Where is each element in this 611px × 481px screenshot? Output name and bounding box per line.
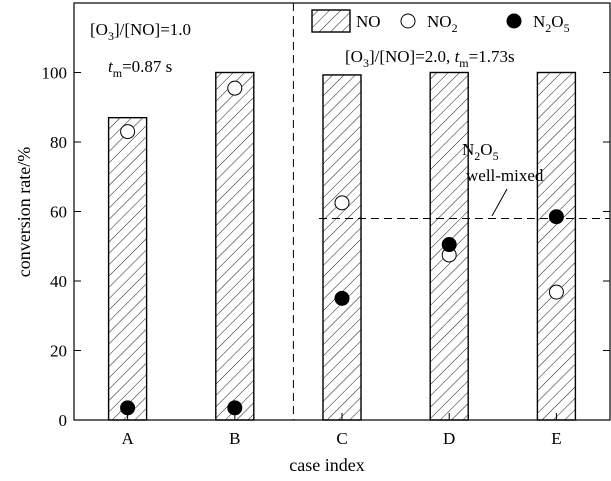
legend-no-swatch <box>311 9 351 33</box>
n2o5-well-mixed-leader <box>491 188 508 217</box>
y-tick-label-60: 60 <box>50 203 67 222</box>
no2-point-a <box>120 124 136 140</box>
y-tick-label-100: 100 <box>42 64 68 83</box>
no2-point-c <box>334 195 350 211</box>
n2o5-well-mixed-label-line2: well-mixed <box>466 166 544 185</box>
left-time-annotation: tm=0.87 s <box>108 57 172 80</box>
legend: NO NO2 N2O5 <box>311 9 570 35</box>
no2-point-e <box>548 284 564 300</box>
legend-no2-marker <box>400 13 416 29</box>
right-ratio-time-annotation: [O3]/[NO]=2.0, tm=1.73s <box>345 47 515 70</box>
n2o5-point-e <box>548 209 564 225</box>
n2o5-well-mixed-label-line1: N2O5 <box>462 140 499 163</box>
n2o5-point-a <box>120 400 136 416</box>
x-axis-ticks: A B C D E <box>121 413 562 448</box>
legend-n2o5-label: N2O5 <box>533 12 570 35</box>
no-bar-a <box>107 116 148 421</box>
y-tick-label-80: 80 <box>50 133 67 152</box>
x-tick-label-e: E <box>551 429 561 448</box>
no-bar-c <box>322 74 362 421</box>
x-tick-label-d: D <box>443 429 455 448</box>
n2o5-point-c <box>334 290 350 306</box>
legend-no2-label: NO2 <box>427 12 458 35</box>
y-axis-title: conversion rate/% <box>14 147 34 277</box>
y-tick-label-20: 20 <box>50 342 67 361</box>
x-axis-title: case index <box>289 455 364 475</box>
no-bar-e <box>536 71 577 421</box>
x-tick-label-a: A <box>121 429 134 448</box>
no2-point-b <box>227 80 243 96</box>
left-ratio-annotation: [O3]/[NO]=1.0 <box>90 20 191 43</box>
legend-n2o5-marker <box>506 13 522 29</box>
y-tick-label-0: 0 <box>59 411 68 430</box>
legend-no-label: NO <box>356 12 381 31</box>
no-bar-b <box>215 71 255 421</box>
n2o5-point-d <box>441 237 457 253</box>
n2o5-point-group <box>120 209 564 416</box>
no-bar-group <box>107 71 577 421</box>
x-tick-label-b: B <box>229 429 240 448</box>
y-axis-ticks: 0 20 40 60 80 100 <box>42 64 610 430</box>
n2o5-point-b <box>227 400 243 416</box>
no2-point-group <box>120 80 564 300</box>
x-tick-label-c: C <box>336 429 347 448</box>
y-tick-label-40: 40 <box>50 272 67 291</box>
